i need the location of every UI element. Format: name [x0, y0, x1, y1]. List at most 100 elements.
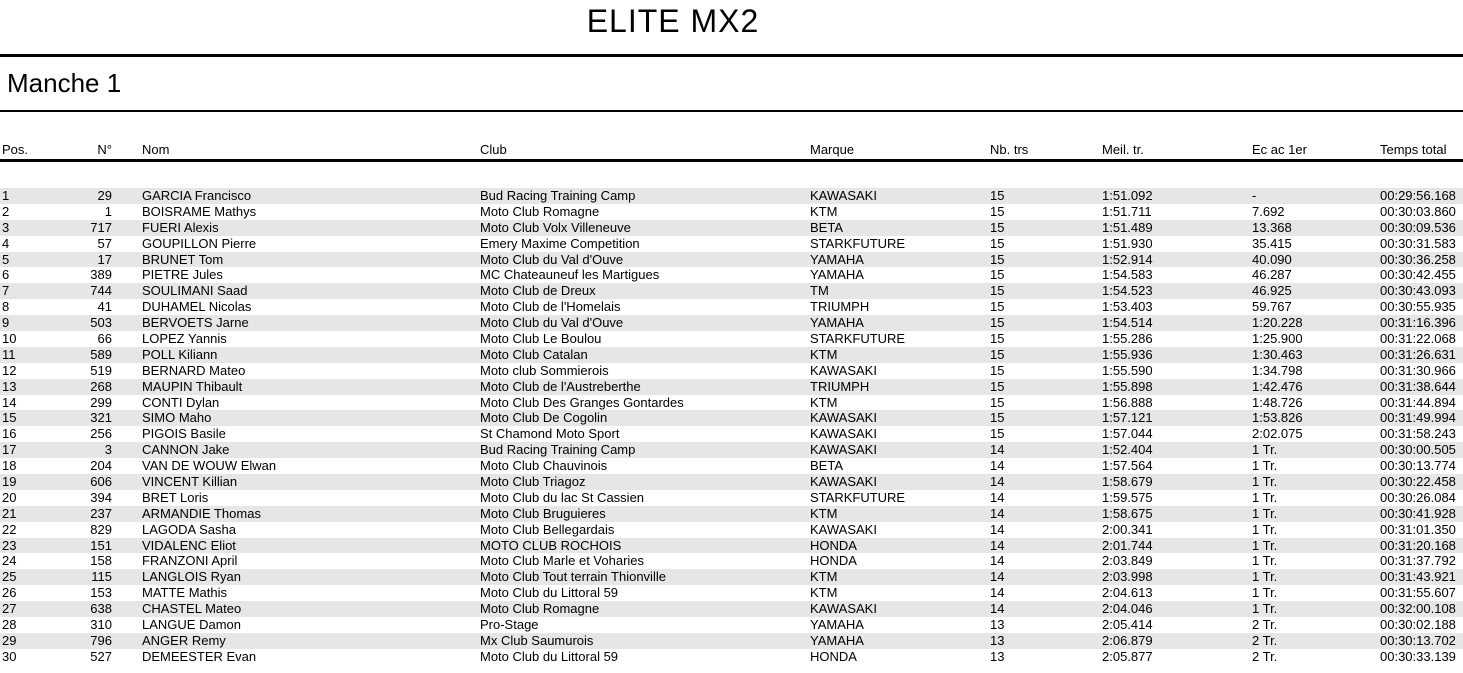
table-row: 29 796 ANGER Remy Mx Club Saumurois YAMAHA 13… [0, 632, 1463, 649]
cell-nbtrs: 14 [990, 553, 1005, 569]
cell-nom: FRANZONI April [142, 553, 238, 569]
table-row: 23 151 VIDALENC Eliot MOTO CLUB ROCHOIS HOND… [0, 537, 1463, 554]
cell-temps: 00:30:00.505 [1380, 442, 1456, 458]
cell-nom: VIDALENC Eliot [142, 537, 236, 553]
table-row: 26 153 MATTE Mathis Moto Club du Littoral 5… [0, 585, 1463, 601]
cell-meil: 2:03.849 [1102, 553, 1153, 569]
cell-nom: LOPEZ Yannis [142, 331, 227, 347]
cell-meil: 1:57.121 [1102, 410, 1153, 426]
cell-marque: KAWASAKI [810, 521, 877, 537]
cell-nom: GARCIA Francisco [142, 188, 252, 203]
cell-marque: KAWASAKI [810, 442, 877, 458]
cell-nbtrs: 15 [990, 410, 1005, 426]
cell-meil: 1:54.523 [1102, 283, 1153, 299]
cell-meil: 1:52.404 [1102, 442, 1153, 458]
cell-marque: TRIUMPH [810, 299, 870, 315]
cell-nom: PIGOIS Basile [142, 426, 226, 442]
cell-nbtrs: 15 [990, 299, 1005, 315]
cell-ec: 1 Tr. [1252, 489, 1278, 505]
cell-marque: STARKFUTURE [810, 235, 906, 251]
cell-nom: BRUNET Tom [142, 251, 224, 267]
cell-num: 519 [90, 362, 112, 378]
cell-temps: 00:30:09.536 [1380, 219, 1456, 235]
cell-nom: POLL Kiliann [142, 346, 218, 362]
table-row: 20 394 BRET Loris Moto Club du lac St Cassi… [0, 490, 1463, 506]
cell-num: 796 [90, 632, 112, 648]
cell-nom: VAN DE WOUW Elwan [142, 458, 277, 474]
cell-ec: 40.090 [1252, 251, 1292, 267]
table-row: 10 66 LOPEZ Yannis Moto Club Le Boulou STARK… [0, 331, 1463, 347]
table-row: 30 527 DEMEESTER Evan Moto Club du Littoral… [0, 649, 1463, 665]
cell-ec: 1:25.900 [1252, 331, 1303, 347]
cell-club: Moto Club Catalan [480, 346, 588, 362]
page-title: ELITE MX2 [586, 3, 760, 39]
cell-club: Moto Club Le Boulou [480, 331, 602, 347]
cell-marque: KAWASAKI [810, 410, 877, 426]
cell-pos: 2 [2, 203, 10, 219]
table-row: 15 321 SIMO Maho Moto Club De Cogolin KAWASA… [0, 410, 1463, 427]
cell-nbtrs: 14 [990, 489, 1005, 505]
cell-nbtrs: 15 [990, 346, 1005, 362]
table-row: 21 237 ARMANDIE Thomas Moto Club Bruguieres… [0, 505, 1463, 522]
cell-ec: 59.767 [1252, 299, 1292, 315]
cell-pos: 3 [2, 219, 10, 235]
table-row: 18 204 VAN DE WOUW Elwan Moto Club Chauvino… [0, 458, 1463, 474]
cell-num: 268 [90, 378, 112, 394]
cell-nbtrs: 15 [990, 267, 1005, 283]
cell-num: 29 [97, 188, 112, 203]
cell-temps: 00:30:55.935 [1380, 299, 1456, 315]
cell-ec: 1:48.726 [1252, 394, 1303, 410]
cell-nom: LANGLOIS Ryan [142, 569, 241, 585]
cell-marque: YAMAHA [810, 267, 864, 283]
table-row: 7 744 SOULIMANI Saad Moto Club de Dreux TM 15… [0, 283, 1463, 300]
cell-marque: BETA [810, 458, 843, 474]
cell-nom: GOUPILLON Pierre [142, 235, 257, 251]
cell-pos: 28 [2, 617, 17, 633]
cell-nbtrs: 15 [990, 378, 1005, 394]
table-row: 22 829 LAGODA Sasha Moto Club Bellegardais K… [0, 522, 1463, 538]
cell-num: 66 [97, 331, 112, 347]
column-header-marque: Marque [810, 142, 855, 157]
cell-num: 237 [90, 505, 112, 521]
cell-nbtrs: 15 [990, 283, 1005, 299]
cell-nom: SIMO Maho [142, 410, 212, 426]
cell-pos: 11 [2, 346, 16, 362]
cell-temps: 00:29:56.168 [1380, 188, 1456, 203]
cell-num: 394 [90, 489, 112, 505]
cell-nom: DUHAMEL Nicolas [142, 299, 252, 315]
cell-temps: 00:30:43.093 [1380, 283, 1456, 299]
cell-nbtrs: 15 [990, 331, 1005, 347]
cell-nbtrs: 15 [990, 394, 1005, 410]
cell-marque: KAWASAKI [810, 362, 877, 378]
cell-meil: 2:05.877 [1102, 648, 1153, 664]
cell-temps: 00:31:30.966 [1380, 362, 1456, 378]
cell-nom: MAUPIN Thibault [142, 378, 243, 394]
cell-nbtrs: 14 [990, 458, 1005, 474]
cell-marque: YAMAHA [810, 315, 864, 331]
cell-club: Moto Club du Val d'Ouve [480, 315, 624, 331]
cell-marque: TM [810, 283, 829, 299]
cell-ec: 1:53.826 [1252, 410, 1303, 426]
cell-ec: 1 Tr. [1252, 474, 1278, 490]
column-header-num: N° [97, 142, 112, 157]
table-row: 9 503 BERVOETS Jarne Moto Club du Val d'Ouv… [0, 315, 1463, 332]
cell-club: Moto Club Bruguieres [480, 505, 606, 521]
cell-ec: 35.415 [1252, 235, 1292, 251]
cell-meil: 2:06.879 [1102, 632, 1153, 648]
cell-nbtrs: 15 [990, 219, 1005, 235]
cell-temps: 00:31:37.792 [1380, 553, 1456, 569]
cell-marque: KTM [810, 569, 838, 585]
cell-club: Moto Club Chauvinois [480, 458, 608, 474]
cell-temps: 00:30:13.702 [1380, 632, 1456, 648]
cell-temps: 00:31:55.607 [1380, 585, 1456, 601]
cell-num: 589 [90, 346, 112, 362]
cell-pos: 29 [2, 632, 17, 648]
cell-ec: 1 Tr. [1252, 537, 1278, 553]
table-row: 8 41 DUHAMEL Nicolas Moto Club de l'Homelai… [0, 299, 1463, 315]
cell-club: Moto Club du Littoral 59 [480, 585, 619, 601]
cell-nbtrs: 15 [990, 188, 1005, 203]
table-row: 2 1 BOISRAME Mathys Moto Club Romagne KTM 15 1… [0, 204, 1463, 220]
table-row: 11 589 POLL Kiliann Moto Club Catalan KTM 15 1… [0, 346, 1463, 363]
cell-marque: HONDA [810, 553, 857, 569]
cell-pos: 30 [2, 648, 17, 664]
